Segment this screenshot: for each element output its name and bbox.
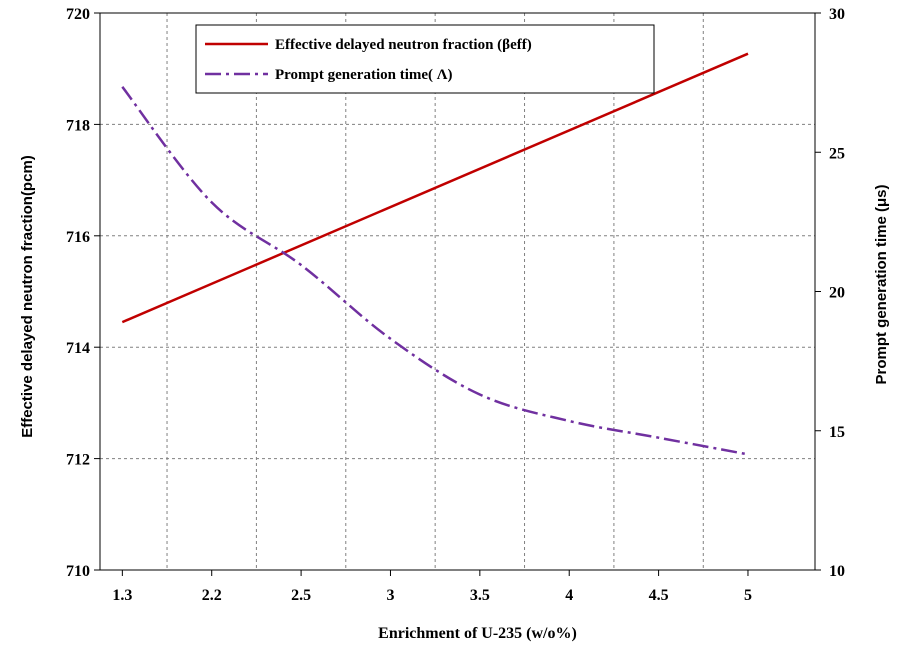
- x-tick-label: 2.5: [291, 587, 311, 604]
- y-left-tick-label: 716: [66, 229, 90, 246]
- x-tick-label: 4.5: [649, 587, 669, 604]
- x-axis: 1.3 2.2 2.5 3 3.5 4 4.5 5: [112, 570, 752, 604]
- legend-label-beff: Effective delayed neutron fraction (βeff…: [275, 37, 532, 53]
- legend-label-prompt: Prompt generation time( Λ): [275, 67, 453, 83]
- x-tick-label: 3.5: [470, 587, 490, 604]
- series: [121, 52, 749, 456]
- x-tick-label: 2.2: [202, 587, 222, 604]
- y-axis-right-title: Prompt generation time (μs): [873, 184, 890, 384]
- series-line-prompt-generation-time: [121, 86, 749, 456]
- grid: [100, 13, 815, 570]
- y-axis-left: 710 712 714 716 718 720: [66, 6, 100, 580]
- y-right-tick-label: 20: [829, 285, 845, 302]
- y-left-tick-label: 720: [66, 6, 90, 23]
- x-tick-label: 1.3: [112, 587, 132, 604]
- y-right-tick-label: 25: [829, 145, 845, 162]
- series-line-beff: [121, 52, 749, 324]
- x-axis-title: Enrichment of U-235 (w/o%): [378, 625, 577, 642]
- y-left-tick-label: 718: [66, 117, 90, 134]
- y-right-tick-label: 15: [829, 424, 845, 441]
- y-axis-left-title: Effective delayed neutron fraction(pcm): [19, 155, 36, 438]
- plot-area: [99, 12, 816, 571]
- y-right-tick-label: 30: [829, 6, 845, 23]
- x-tick-label: 4: [565, 587, 573, 604]
- y-left-tick-label: 714: [66, 340, 90, 357]
- y-axis-right: 10 15 20 25 30: [815, 6, 845, 580]
- legend: Effective delayed neutron fraction (βeff…: [195, 24, 655, 94]
- x-tick-label: 5: [744, 587, 752, 604]
- y-right-tick-label: 10: [829, 563, 845, 580]
- y-left-tick-label: 710: [66, 563, 90, 580]
- x-tick-label: 3: [386, 587, 394, 604]
- y-left-tick-label: 712: [66, 452, 90, 469]
- legend-box: [195, 24, 655, 94]
